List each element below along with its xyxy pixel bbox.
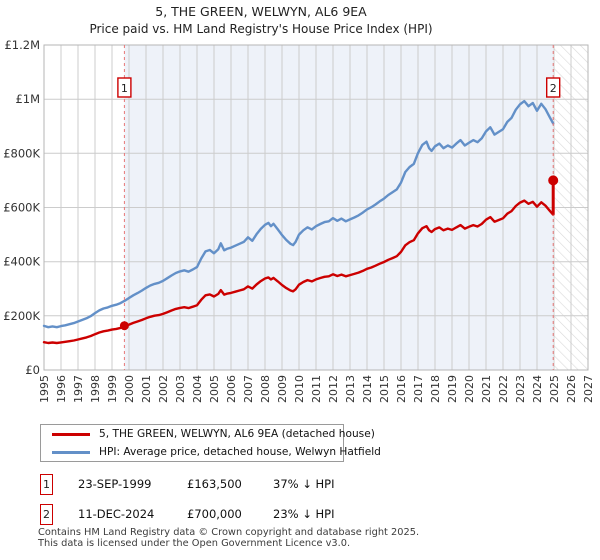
svg-text:1996: 1996 bbox=[55, 375, 68, 403]
copyright-line-1: Contains HM Land Registry data © Crown c… bbox=[38, 527, 420, 538]
svg-text:£600K: £600K bbox=[3, 201, 40, 215]
sale-2-marker-badge: 2 bbox=[40, 504, 53, 525]
blue-line-swatch bbox=[52, 450, 90, 454]
price-paid-line bbox=[42, 199, 555, 345]
svg-text:2018: 2018 bbox=[429, 375, 442, 403]
price-chart: 1 2 £0 £200K £400K £600K £800K £1M £1.2M 1995 1996… bbox=[3, 38, 595, 403]
sale-1-marker-badge: 1 bbox=[40, 474, 53, 495]
svg-text:£1.2M: £1.2M bbox=[4, 38, 40, 52]
sale-2-vs-hpi: 23% ↓ HPI bbox=[273, 507, 335, 521]
sale-2-price: £700,000 bbox=[187, 507, 242, 521]
svg-text:1999: 1999 bbox=[106, 375, 119, 403]
svg-text:2021: 2021 bbox=[480, 375, 493, 403]
svg-text:2017: 2017 bbox=[412, 375, 425, 403]
sale-1-vs-hpi: 37% ↓ HPI bbox=[273, 477, 335, 491]
svg-text:2008: 2008 bbox=[259, 375, 272, 403]
svg-text:2007: 2007 bbox=[242, 375, 255, 403]
svg-text:£800K: £800K bbox=[3, 146, 40, 160]
chart-title: 5, THE GREEN, WELWYN, AL6 9EA bbox=[155, 4, 367, 19]
svg-text:1997: 1997 bbox=[72, 375, 85, 403]
svg-text:2015: 2015 bbox=[378, 375, 391, 403]
sale-1-point bbox=[119, 321, 129, 331]
axis-labels: £0 £200K £400K £600K £800K £1M £1.2M 1995 1996 19… bbox=[3, 38, 595, 403]
sale-2-point bbox=[548, 175, 559, 186]
svg-text:1995: 1995 bbox=[38, 375, 51, 403]
svg-text:2004: 2004 bbox=[191, 375, 204, 403]
copyright-line-2: This data is licensed under the Open Gov… bbox=[38, 538, 351, 549]
svg-text:2013: 2013 bbox=[344, 375, 357, 403]
plot-border bbox=[43, 44, 589, 371]
svg-text:2: 2 bbox=[550, 82, 557, 95]
svg-text:2001: 2001 bbox=[140, 375, 153, 403]
svg-text:£0: £0 bbox=[25, 363, 40, 377]
chart-legend: 5, THE GREEN, WELWYN, AL6 9EA (detached … bbox=[40, 424, 381, 462]
red-line-swatch bbox=[52, 432, 90, 436]
sale-row-1: 1 23-SEP-1999 £163,500 37% ↓ HPI bbox=[0, 474, 600, 496]
sale-2-date: 11-DEC-2024 bbox=[78, 507, 155, 521]
svg-text:2003: 2003 bbox=[174, 375, 187, 403]
sale-2-flag: 2 bbox=[546, 77, 561, 98]
svg-text:2002: 2002 bbox=[157, 375, 170, 403]
svg-text:2022: 2022 bbox=[497, 375, 510, 403]
svg-text:2020: 2020 bbox=[463, 375, 476, 403]
svg-text:2005: 2005 bbox=[208, 375, 221, 403]
svg-text:1998: 1998 bbox=[89, 375, 102, 403]
svg-text:2010: 2010 bbox=[293, 375, 306, 403]
svg-text:1: 1 bbox=[121, 82, 128, 95]
chart-subtitle: Price paid vs. HM Land Registry's House … bbox=[89, 22, 433, 36]
sale-1-flag: 1 bbox=[117, 77, 132, 98]
svg-text:2025: 2025 bbox=[548, 375, 561, 403]
sale-1-price: £163,500 bbox=[187, 477, 242, 491]
svg-text:2006: 2006 bbox=[225, 375, 238, 403]
sale-row-2: 2 11-DEC-2024 £700,000 23% ↓ HPI bbox=[0, 504, 600, 526]
svg-text:2027: 2027 bbox=[582, 375, 595, 403]
svg-text:2000: 2000 bbox=[123, 375, 136, 403]
svg-text:2019: 2019 bbox=[446, 375, 459, 403]
legend-item-hpi: HPI: Average price, detached house, Welw… bbox=[41, 445, 381, 460]
svg-text:2026: 2026 bbox=[565, 375, 578, 403]
legend-label: 5, THE GREEN, WELWYN, AL6 9EA (detached … bbox=[99, 428, 375, 440]
svg-text:2016: 2016 bbox=[395, 375, 408, 403]
svg-text:£1M: £1M bbox=[15, 92, 40, 106]
svg-text:2012: 2012 bbox=[327, 375, 340, 403]
svg-text:2024: 2024 bbox=[531, 375, 544, 403]
svg-text:2009: 2009 bbox=[276, 375, 289, 403]
svg-text:2023: 2023 bbox=[514, 375, 527, 403]
legend-label: HPI: Average price, detached house, Welw… bbox=[99, 446, 381, 458]
svg-text:2011: 2011 bbox=[310, 375, 323, 403]
svg-text:£200K: £200K bbox=[3, 309, 40, 323]
svg-text:2014: 2014 bbox=[361, 375, 374, 403]
copyright-footer: Contains HM Land Registry data © Crown c… bbox=[38, 527, 419, 549]
hpi-line bbox=[42, 99, 555, 329]
svg-text:£400K: £400K bbox=[3, 255, 40, 269]
legend-item-price-paid: 5, THE GREEN, WELWYN, AL6 9EA (detached … bbox=[41, 427, 375, 442]
sale-1-date: 23-SEP-1999 bbox=[78, 477, 152, 491]
